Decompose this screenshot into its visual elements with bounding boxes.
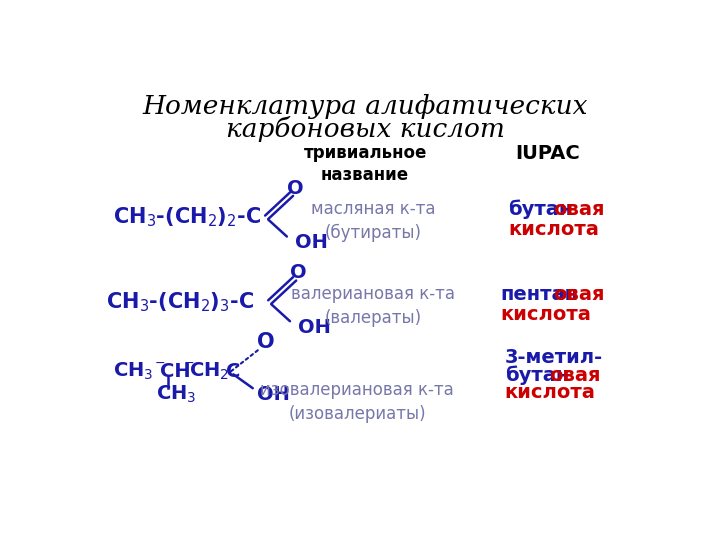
Text: $^-$: $^-$ xyxy=(181,359,195,376)
Text: кислота: кислота xyxy=(500,305,592,324)
Text: $^-$: $^-$ xyxy=(152,359,166,376)
Text: CH$_3$: CH$_3$ xyxy=(113,361,153,382)
Text: изовалериановая к-та
(изовалериаты): изовалериановая к-та (изовалериаты) xyxy=(261,381,454,423)
Text: карбоновых кислот: карбоновых кислот xyxy=(225,116,505,141)
Text: бутан: бутан xyxy=(508,200,572,219)
Text: 3-метил-: 3-метил- xyxy=(505,348,603,367)
Text: C: C xyxy=(225,362,240,381)
Text: OH: OH xyxy=(258,385,290,404)
Text: овая: овая xyxy=(549,366,600,384)
Text: бутан: бутан xyxy=(505,366,569,385)
Text: овая: овая xyxy=(553,200,604,219)
Text: OH: OH xyxy=(294,233,328,252)
Text: кислота: кислота xyxy=(505,383,595,402)
Text: IUPAC: IUPAC xyxy=(515,144,580,163)
Text: тривиальное
название: тривиальное название xyxy=(303,144,427,184)
Text: O: O xyxy=(287,179,304,198)
Text: CH$_3$-(CH$_2$)$_2$-C: CH$_3$-(CH$_2$)$_2$-C xyxy=(113,205,261,229)
Text: O: O xyxy=(290,263,307,282)
Text: Номенклатура алифатических: Номенклатура алифатических xyxy=(143,94,588,119)
Text: OH: OH xyxy=(297,318,330,337)
Text: CH$_2$: CH$_2$ xyxy=(189,361,229,382)
Text: O: O xyxy=(257,332,275,352)
Text: пентан: пентан xyxy=(500,285,579,304)
Text: валериановая к-та
(валераты): валериановая к-та (валераты) xyxy=(291,285,455,327)
Text: масляная к-та
(бутираты): масляная к-та (бутираты) xyxy=(310,200,435,242)
Text: CH$_3$: CH$_3$ xyxy=(156,384,197,405)
Text: CH$_3$-(CH$_2$)$_3$-C: CH$_3$-(CH$_2$)$_3$-C xyxy=(106,290,253,314)
Text: кислота: кислота xyxy=(508,220,599,239)
Text: овая: овая xyxy=(554,285,605,304)
Text: CH: CH xyxy=(160,362,190,381)
